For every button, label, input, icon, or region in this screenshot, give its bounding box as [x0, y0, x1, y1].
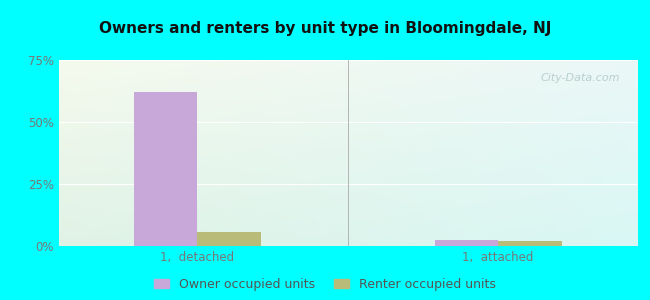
Bar	[198, 232, 261, 246]
Bar	[498, 241, 562, 246]
Text: Owners and renters by unit type in Bloomingdale, NJ: Owners and renters by unit type in Bloom…	[99, 21, 551, 36]
Text: City-Data.com: City-Data.com	[540, 73, 619, 83]
Legend: Owner occupied units, Renter occupied units: Owner occupied units, Renter occupied un…	[154, 278, 496, 291]
Bar	[435, 240, 498, 246]
Bar	[134, 92, 198, 246]
